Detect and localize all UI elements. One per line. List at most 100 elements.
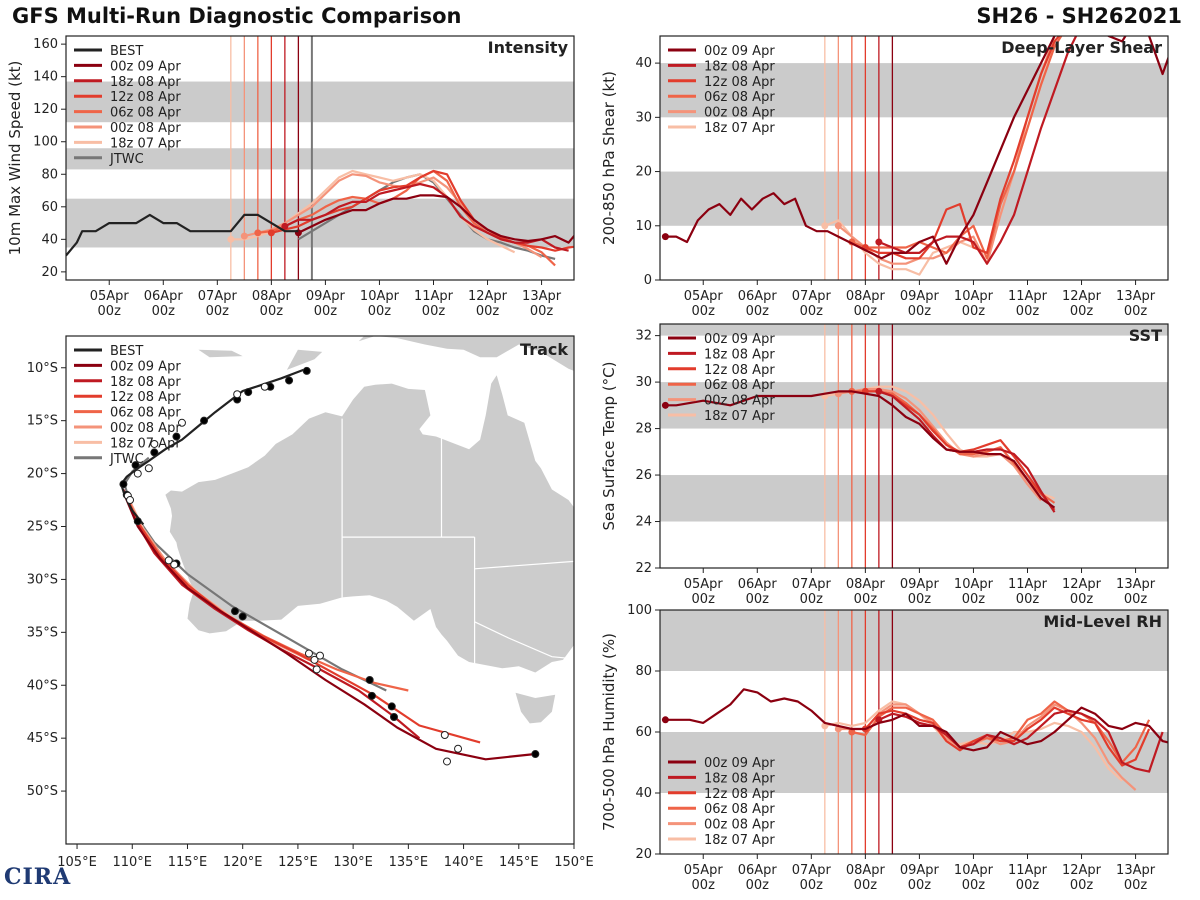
legend-label: 18z 07 Apr bbox=[704, 121, 775, 136]
y-tick-label: 40 bbox=[41, 232, 58, 247]
legend-label: BEST bbox=[110, 344, 143, 359]
x-tick-label: 120°E bbox=[223, 855, 263, 870]
landmass bbox=[515, 692, 556, 724]
panel-rh: 2040608010005Apr00z06Apr00z07Apr00z08Apr… bbox=[600, 603, 1169, 893]
track-marker bbox=[119, 480, 128, 489]
y-tick-label: 40 bbox=[635, 56, 652, 71]
y-tick-label: 10°S bbox=[27, 361, 58, 376]
series-start-marker bbox=[661, 716, 669, 724]
y-tick-label: 26 bbox=[635, 468, 652, 483]
x-tick-label: 13Apr bbox=[1116, 863, 1156, 878]
y-tick-label: 100 bbox=[33, 135, 58, 150]
band-2 bbox=[66, 81, 574, 123]
y-tick-label: 140 bbox=[33, 70, 58, 85]
series-00z-09-Apr bbox=[665, 36, 1168, 265]
y-tick-label: 40 bbox=[635, 786, 652, 801]
band-0 bbox=[660, 475, 1168, 522]
y-tick-label: 30 bbox=[635, 110, 652, 125]
x-tick-label: 00z bbox=[800, 878, 824, 893]
x-tick-label: 00z bbox=[1016, 592, 1040, 607]
y-tick-label: 15°S bbox=[27, 414, 58, 429]
x-tick-label: 05Apr bbox=[684, 863, 724, 878]
legend-label: 06z 08 Apr bbox=[110, 106, 181, 121]
track-marker bbox=[172, 432, 181, 441]
track-marker bbox=[131, 461, 140, 470]
axes-frame bbox=[65, 35, 575, 281]
panel-title: Track bbox=[520, 340, 568, 359]
track-marker bbox=[133, 517, 142, 526]
panel-track: 105°E 110°E 115°E 120°E 125°E 130°E 135°E 140°E… bbox=[27, 335, 594, 870]
landmass bbox=[358, 336, 574, 371]
y-tick-label: 40°S bbox=[27, 678, 58, 693]
series-start-marker bbox=[821, 222, 829, 230]
x-tick-label: 12Apr bbox=[1062, 289, 1102, 304]
y-tick-label: 20°S bbox=[27, 467, 58, 482]
x-tick-label: 00z bbox=[854, 592, 878, 607]
y-axis-label: 200-850 hPa Shear (kt) bbox=[600, 71, 618, 245]
x-tick-label: 12Apr bbox=[468, 289, 508, 304]
x-tick-label: 00z bbox=[260, 304, 284, 319]
legend-label: 06z 08 Apr bbox=[110, 406, 181, 421]
y-tick-label: 20 bbox=[635, 165, 652, 180]
state-border bbox=[474, 621, 574, 660]
x-tick-label: 00z bbox=[962, 592, 986, 607]
x-tick-label: 07Apr bbox=[792, 577, 832, 592]
x-tick-label: 10Apr bbox=[360, 289, 400, 304]
x-tick-label: 07Apr bbox=[792, 289, 832, 304]
x-tick-label: 00z bbox=[1070, 592, 1094, 607]
track-marker bbox=[164, 556, 173, 565]
series-00z-09-Apr bbox=[297, 194, 574, 244]
y-axis-label: 700-500 hPa Humidity (%) bbox=[600, 633, 618, 831]
x-tick-label: 00z bbox=[800, 304, 824, 319]
legend-label: JTWC bbox=[109, 452, 144, 467]
y-tick-label: 120 bbox=[33, 102, 58, 117]
track-marker bbox=[365, 675, 374, 684]
y-tick-label: 28 bbox=[635, 422, 652, 437]
track-marker bbox=[389, 713, 398, 721]
landmass bbox=[198, 349, 243, 358]
panel-sst: 22242628303205Apr00z06Apr00z07Apr00z08Ap… bbox=[600, 323, 1169, 607]
axes-frame bbox=[65, 335, 575, 845]
track-map bbox=[119, 336, 574, 766]
track-marker bbox=[150, 439, 159, 448]
legend-label: 18z 07 Apr bbox=[704, 409, 775, 424]
x-tick-label: 09Apr bbox=[900, 863, 940, 878]
series-00z-09-Apr bbox=[665, 390, 1056, 509]
track-marker bbox=[531, 750, 540, 759]
x-tick-label: 00z bbox=[98, 304, 122, 319]
band-1 bbox=[660, 63, 1168, 118]
x-tick-label: 09Apr bbox=[306, 289, 346, 304]
x-tick-label: 00z bbox=[746, 592, 770, 607]
track-marker bbox=[177, 418, 186, 427]
track-marker bbox=[454, 744, 463, 753]
band-0 bbox=[660, 732, 1168, 793]
legend-label: 18z 08 Apr bbox=[704, 771, 775, 786]
x-tick-label: 00z bbox=[908, 592, 932, 607]
x-tick-label: 00z bbox=[1124, 878, 1148, 893]
axes-frame bbox=[659, 323, 1169, 569]
track-marker bbox=[233, 390, 242, 399]
track-00z-09-Apr bbox=[123, 494, 536, 761]
legend-label: 12z 08 Apr bbox=[110, 90, 181, 105]
legend-label: 00z 08 Apr bbox=[704, 106, 775, 121]
legend-label: 00z 08 Apr bbox=[704, 394, 775, 409]
legend-label: 00z 08 Apr bbox=[110, 421, 181, 436]
y-tick-label: 50°S bbox=[27, 784, 58, 799]
x-tick-label: 09Apr bbox=[900, 577, 940, 592]
legend-label: 12z 08 Apr bbox=[704, 363, 775, 378]
y-tick-label: 45°S bbox=[27, 731, 58, 746]
legend-label: 18z 08 Apr bbox=[110, 375, 181, 390]
x-tick-label: 125°E bbox=[278, 855, 318, 870]
band-1 bbox=[660, 610, 1168, 671]
legend-label: 00z 08 Apr bbox=[110, 121, 181, 136]
series-18z-08-Apr bbox=[878, 36, 1078, 265]
x-tick-label: 13Apr bbox=[522, 289, 562, 304]
y-tick-label: 30°S bbox=[27, 572, 58, 587]
x-tick-label: 00z bbox=[530, 304, 554, 319]
x-tick-label: 07Apr bbox=[792, 863, 832, 878]
series-start-marker bbox=[254, 229, 262, 237]
series-start-marker bbox=[661, 233, 669, 241]
x-tick-label: 10Apr bbox=[954, 289, 994, 304]
x-tick-label: 08Apr bbox=[846, 863, 886, 878]
track-marker bbox=[302, 366, 311, 375]
